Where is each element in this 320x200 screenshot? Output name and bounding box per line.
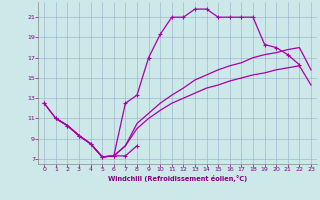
X-axis label: Windchill (Refroidissement éolien,°C): Windchill (Refroidissement éolien,°C) [108,175,247,182]
